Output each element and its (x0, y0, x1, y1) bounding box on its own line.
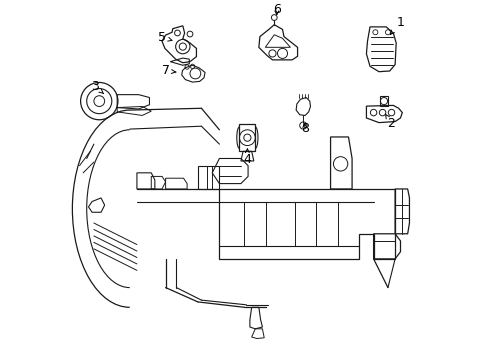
Text: 5: 5 (158, 31, 172, 44)
Text: 1: 1 (389, 17, 403, 34)
Text: 4: 4 (243, 149, 251, 166)
Text: 6: 6 (272, 3, 280, 16)
Text: 7: 7 (162, 64, 176, 77)
Text: 2: 2 (385, 114, 395, 130)
Text: 8: 8 (300, 122, 308, 135)
Text: 3: 3 (90, 80, 103, 94)
